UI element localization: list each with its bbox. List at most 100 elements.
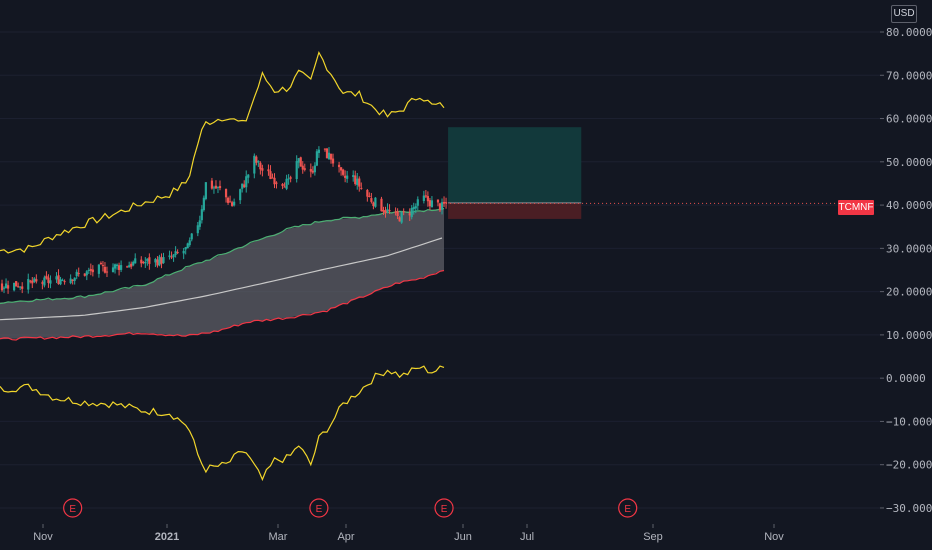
candle-body	[126, 266, 129, 268]
candle-body	[257, 161, 260, 163]
long-position-tool[interactable]	[448, 127, 582, 219]
candle-body	[295, 161, 298, 179]
candle-body	[170, 256, 173, 258]
earnings-marker-circle	[434, 498, 454, 518]
candle-body	[172, 254, 175, 258]
candle-body	[204, 182, 207, 199]
candle-body	[442, 201, 446, 204]
earnings-marker-icon[interactable]: E	[618, 498, 638, 518]
price-axis-label: −30.0000	[886, 502, 932, 515]
candle-body	[19, 286, 22, 288]
earnings-marker-icon[interactable]: E	[434, 498, 454, 518]
currency-label[interactable]: USD	[891, 5, 917, 23]
candle-body	[243, 184, 246, 188]
candle-body	[29, 280, 32, 282]
candle-body	[346, 175, 349, 179]
candle-body	[89, 269, 92, 271]
candle-body	[370, 198, 373, 202]
candle-body	[184, 247, 187, 250]
candle-body	[83, 273, 86, 276]
candle-body	[358, 178, 361, 187]
candle-body	[91, 269, 94, 273]
price-axis-label: 0.0000	[886, 372, 926, 385]
candle-body	[398, 217, 401, 222]
candle-body	[444, 202, 448, 204]
candle-body	[218, 186, 222, 189]
earnings-marker-circle	[63, 498, 83, 518]
price-axis-label: 20.0000	[886, 286, 932, 299]
candle-body	[17, 286, 20, 288]
earnings-marker-label: E	[624, 504, 631, 515]
candle-body	[394, 211, 397, 213]
candle-body	[158, 256, 161, 266]
band-lower-line	[0, 269, 445, 341]
candle-body	[368, 195, 371, 197]
candle-body	[301, 165, 304, 170]
candle-body	[416, 199, 419, 206]
candle-body	[198, 220, 201, 227]
candle-body	[144, 261, 147, 264]
candle-body	[402, 211, 405, 213]
candle-body	[176, 252, 179, 254]
price-axis-label: 40.0000	[886, 199, 932, 212]
candle-body	[315, 151, 318, 166]
time-axis-label: Jul	[520, 531, 534, 543]
candle-body	[130, 263, 133, 267]
candle-body	[224, 189, 228, 198]
price-axis[interactable]: 80.0000 70.0000 60.0000 50.0000 40.0000 30.00…	[880, 26, 932, 515]
candle-body	[267, 169, 270, 172]
candle-body	[247, 174, 250, 178]
candle-body	[233, 201, 236, 206]
candle-body	[281, 183, 284, 187]
candle-body	[216, 186, 220, 188]
profit-target-zone[interactable]	[448, 127, 582, 203]
candle-body	[331, 158, 335, 164]
candle-body	[55, 276, 58, 280]
candle-body	[352, 175, 355, 177]
candle-body	[73, 277, 76, 281]
candle-body	[212, 187, 216, 189]
candle-body	[160, 257, 163, 264]
candle-body	[105, 271, 109, 273]
time-axis-label: Nov	[764, 531, 784, 543]
candle-body	[400, 211, 403, 223]
candle-body	[374, 197, 377, 207]
candle-body	[85, 271, 88, 276]
candle-body	[297, 158, 300, 163]
candle-body	[269, 171, 272, 180]
time-axis-label: Sep	[643, 531, 663, 543]
candle-body	[45, 275, 48, 279]
candle-body	[0, 283, 4, 291]
candle-body	[33, 278, 36, 283]
candle-body	[97, 264, 100, 274]
earnings-marker-icon[interactable]: E	[309, 498, 329, 518]
candle-body	[103, 266, 107, 273]
candlestick-series	[0, 146, 836, 294]
band-upper-line	[0, 207, 445, 305]
candle-body	[436, 199, 440, 203]
stop-loss-zone[interactable]	[448, 202, 582, 219]
candle-body	[146, 258, 149, 262]
candle-body	[57, 275, 60, 285]
candle-body	[360, 187, 363, 189]
candle-body	[412, 207, 415, 210]
candle-body	[75, 271, 78, 277]
candle-body	[289, 177, 292, 179]
candle-body	[154, 259, 157, 263]
earnings-marker-circle	[618, 498, 638, 518]
candle-body	[162, 257, 165, 264]
candle-body	[188, 240, 191, 246]
candle-body	[148, 257, 151, 264]
candle-body	[228, 201, 232, 203]
time-axis[interactable]: Nov 2021 Mar Apr Jun Jul Sep Nov	[33, 524, 784, 543]
price-axis-label: −20.0000	[886, 459, 932, 472]
candle-body	[31, 280, 34, 284]
candle-body	[174, 251, 177, 255]
candle-body	[6, 285, 10, 289]
candle-body	[71, 279, 74, 281]
candle-body	[424, 195, 427, 197]
price-axis-label: −10.0000	[886, 415, 932, 428]
earnings-marker-icon[interactable]: E	[63, 498, 83, 518]
